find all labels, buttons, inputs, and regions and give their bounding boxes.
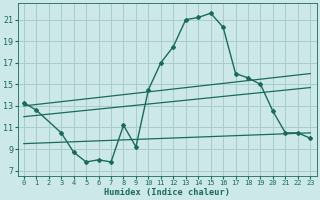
X-axis label: Humidex (Indice chaleur): Humidex (Indice chaleur) [104, 188, 230, 197]
